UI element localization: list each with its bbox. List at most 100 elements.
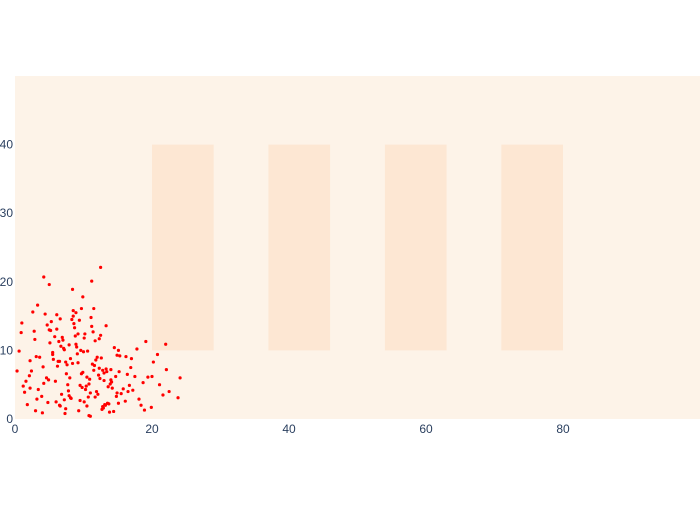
data-point	[44, 376, 49, 380]
data-point	[116, 401, 121, 405]
data-point	[167, 389, 171, 394]
data-point	[86, 349, 90, 353]
data-point	[142, 408, 147, 412]
data-point	[40, 394, 44, 398]
data-point	[75, 345, 79, 349]
data-point	[27, 374, 31, 378]
data-point	[36, 303, 40, 307]
data-point	[102, 378, 106, 383]
data-point	[151, 360, 155, 364]
data-point	[70, 317, 74, 322]
data-point	[96, 373, 101, 377]
data-point	[83, 387, 88, 392]
data-point	[103, 403, 108, 407]
data-point	[176, 396, 180, 400]
data-point	[115, 353, 119, 357]
data-point	[46, 378, 51, 382]
data-point	[79, 306, 84, 311]
x-axis-ticks: 0 20 40 60 80	[12, 422, 570, 436]
data-point	[101, 368, 105, 372]
x-tick-label: 0	[12, 422, 19, 436]
data-point	[129, 365, 133, 370]
data-point	[93, 339, 97, 343]
data-point	[54, 400, 58, 404]
data-point	[21, 384, 25, 388]
data-point	[70, 361, 75, 366]
data-point	[41, 365, 45, 369]
data-point	[32, 329, 36, 333]
data-point	[49, 328, 53, 333]
data-point	[80, 385, 84, 390]
data-point	[61, 338, 65, 342]
data-point	[58, 404, 62, 408]
data-point	[59, 392, 64, 396]
data-point	[137, 397, 141, 401]
data-point	[66, 389, 71, 393]
data-point	[38, 355, 42, 359]
data-point	[25, 402, 29, 407]
data-point	[17, 349, 21, 353]
data-point	[45, 323, 49, 327]
x-tick-label: 60	[419, 422, 433, 436]
data-point	[24, 379, 28, 383]
data-point	[121, 387, 125, 391]
data-point	[92, 306, 96, 311]
data-point	[42, 275, 46, 279]
data-point	[149, 405, 153, 409]
data-point	[31, 310, 35, 314]
data-point	[124, 354, 128, 359]
data-point	[107, 410, 112, 414]
data-point	[115, 391, 119, 395]
data-point	[64, 360, 68, 364]
data-point	[94, 389, 99, 394]
x-tick-label: 40	[282, 422, 296, 436]
data-point	[110, 386, 114, 390]
data-point	[155, 352, 160, 357]
data-point	[127, 383, 131, 387]
data-point	[74, 342, 78, 346]
data-point	[116, 348, 121, 352]
data-point	[106, 385, 110, 389]
data-point	[82, 400, 86, 404]
data-point	[62, 398, 66, 402]
band-4	[501, 144, 563, 351]
data-point	[55, 313, 59, 317]
data-point	[71, 314, 75, 318]
data-point	[34, 354, 38, 359]
data-point	[33, 337, 37, 342]
data-point	[133, 374, 137, 379]
data-point	[73, 334, 77, 338]
data-point	[81, 350, 86, 354]
data-point	[81, 370, 85, 374]
data-point	[131, 388, 135, 392]
data-point	[164, 368, 168, 372]
data-point	[97, 366, 101, 370]
plot-background	[15, 76, 700, 419]
data-point	[77, 409, 81, 413]
data-point	[48, 341, 52, 345]
data-point	[92, 368, 96, 372]
data-point	[71, 309, 75, 313]
data-point	[104, 324, 108, 328]
data-point	[74, 311, 78, 315]
data-point	[47, 282, 51, 287]
data-point	[53, 379, 58, 383]
data-point	[63, 411, 67, 416]
data-point	[90, 324, 94, 328]
data-point	[65, 363, 69, 367]
data-point	[89, 315, 93, 320]
data-point	[86, 395, 90, 399]
data-point	[67, 343, 71, 347]
data-point	[76, 332, 80, 336]
data-point	[64, 372, 68, 376]
data-point	[77, 318, 81, 322]
data-point	[150, 374, 154, 379]
data-point	[15, 369, 19, 373]
data-point	[33, 409, 38, 413]
data-point	[67, 394, 71, 398]
data-point	[144, 339, 148, 344]
data-point	[75, 352, 79, 356]
data-point	[69, 396, 73, 401]
data-point	[123, 399, 127, 403]
data-point	[117, 370, 121, 374]
